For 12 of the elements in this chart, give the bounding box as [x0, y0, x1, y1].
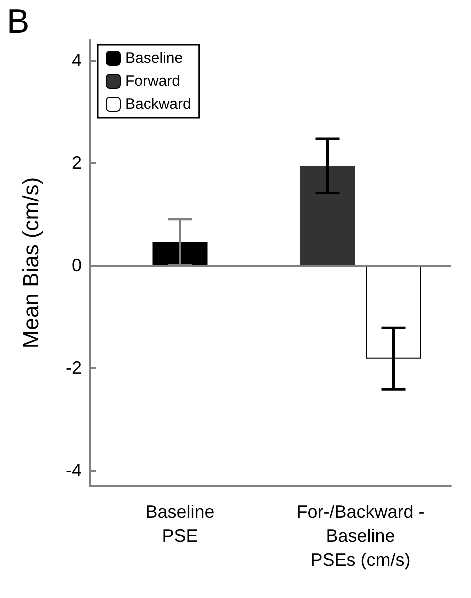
y-tick-label: -2	[66, 358, 82, 378]
chart-title: B	[7, 3, 30, 41]
x-tick-label: Baseline PSE	[146, 502, 215, 546]
y-tick-label: -4	[66, 460, 82, 481]
legend-label: Baseline	[126, 50, 184, 67]
legend-label: Backward	[126, 96, 192, 113]
y-tick-label: 0	[72, 256, 82, 276]
x-tick-label: For-/Backward - Baseline PSEs (cm/s)	[296, 502, 425, 570]
y-tick-label: 2	[72, 153, 82, 174]
legend-label: Forward	[126, 73, 181, 90]
y-tick-label: 4	[72, 50, 82, 71]
y-axis-title: Mean Bias (cm/s)	[18, 177, 44, 349]
